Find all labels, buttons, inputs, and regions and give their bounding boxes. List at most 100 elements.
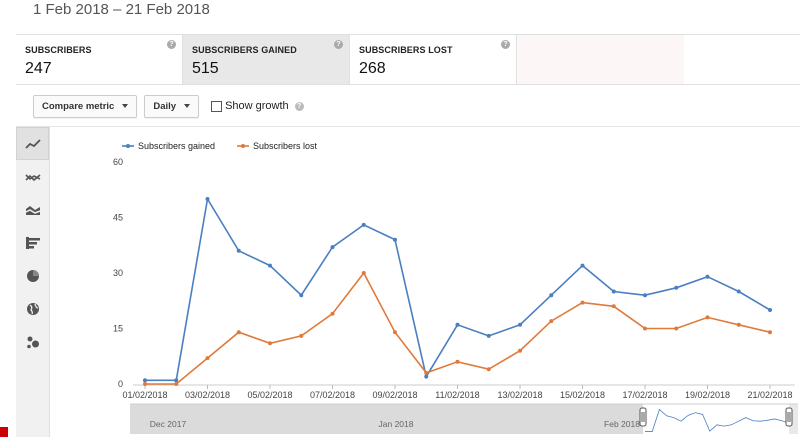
metric-tab-empty: [517, 35, 684, 84]
legend-label: Subscribers lost: [253, 141, 318, 151]
data-point: [299, 293, 304, 298]
x-tick-label: 13/02/2018: [497, 390, 542, 400]
data-point: [674, 285, 679, 290]
globe-map-icon: [26, 302, 39, 315]
data-point: [580, 300, 585, 305]
data-point: [424, 370, 429, 375]
data-point: [205, 356, 210, 361]
data-point: [549, 293, 554, 298]
help-icon[interactable]: ?: [294, 101, 304, 111]
chart-type-bar[interactable]: [16, 226, 49, 259]
data-point: [268, 263, 272, 268]
navigator-handle: [785, 407, 793, 427]
data-point: [518, 322, 522, 327]
chart-type-bubble[interactable]: [16, 325, 49, 358]
chart-type-line[interactable]: [16, 127, 49, 160]
data-point: [768, 330, 772, 335]
data-point: [486, 333, 491, 338]
data-point: [299, 333, 304, 338]
x-tick-label: 05/02/2018: [247, 390, 292, 400]
navigator-label: Feb 2018: [604, 419, 640, 429]
metric-value: 268: [359, 60, 386, 77]
red-edge-mark: [0, 427, 8, 437]
metric-tab-subscribers[interactable]: SUBSCRIBERS 247 ?: [16, 35, 183, 84]
help-icon[interactable]: ?: [167, 40, 176, 49]
y-tick-label: 15: [113, 324, 123, 334]
navigator-label: Jan 2018: [379, 419, 414, 429]
bubble-chart-icon: [26, 336, 39, 348]
y-tick-label: 30: [113, 268, 123, 278]
subscribers-line-chart: 0 15 30 45 60 01/02/2018 03/02/2018 05/02/2018 0…: [113, 141, 798, 434]
data-point: [393, 237, 397, 242]
data-point: [361, 222, 366, 227]
chart-type-map[interactable]: [16, 292, 49, 325]
chevron-down-icon: [122, 104, 129, 108]
data-point: [205, 197, 210, 201]
metric-tabs: SUBSCRIBERS 247 ? SUBSCRIBERS GAINED 515…: [16, 34, 800, 85]
navigator-handle: [639, 407, 647, 427]
y-tick-label: 45: [113, 213, 123, 223]
compare-metric-dropdown[interactable]: Compare metric: [33, 94, 138, 118]
legend-label: Subscribers gained: [138, 141, 215, 151]
multi-line-chart-icon: [24, 173, 41, 181]
data-point: [643, 293, 647, 298]
data-point: [174, 378, 179, 383]
navigator-sparkline: [645, 408, 790, 432]
metric-tab-subscribers-lost[interactable]: SUBSCRIBERS LOST 268 ?: [350, 35, 517, 84]
x-tick-label: 17/02/2018: [622, 390, 667, 400]
x-tick-label: 09/02/2018: [372, 390, 417, 400]
metric-label: SUBSCRIBERS GAINED: [192, 45, 297, 55]
data-point: [236, 330, 241, 335]
data-point: [705, 274, 710, 279]
metric-value: 515: [192, 60, 219, 77]
data-point: [705, 315, 710, 320]
date-range[interactable]: 1 Feb 2018 – 21 Feb 2018: [33, 1, 210, 18]
period-label: Daily: [153, 100, 177, 112]
show-growth-toggle[interactable]: Show growth ?: [211, 100, 304, 112]
data-point: [486, 367, 491, 372]
navigator-window: [643, 404, 789, 434]
legend-swatch-dot: [241, 144, 245, 148]
data-point: [455, 359, 460, 364]
data-point: [361, 271, 366, 275]
x-tick-label: 01/02/2018: [122, 390, 167, 400]
chart-type-sidebar: [16, 127, 50, 437]
pie-chart-icon: [26, 269, 39, 282]
y-tick-label: 0: [118, 379, 123, 389]
compare-metric-label: Compare metric: [42, 100, 115, 112]
data-point: [580, 263, 585, 268]
data-point: [611, 289, 616, 294]
data-point: [736, 322, 741, 327]
help-icon[interactable]: ?: [501, 40, 510, 49]
metric-tab-subscribers-gained[interactable]: SUBSCRIBERS GAINED 515 ?: [183, 35, 350, 84]
chart-toolbar: Compare metric Daily Show growth ?: [33, 94, 304, 118]
y-tick-label: 60: [113, 157, 123, 167]
navigator-mask: [130, 404, 643, 434]
data-point: [424, 374, 429, 379]
data-point: [455, 322, 460, 327]
show-growth-checkbox[interactable]: [211, 100, 223, 112]
chart-type-pie[interactable]: [16, 259, 49, 292]
x-tick-label: 21/02/2018: [747, 390, 792, 400]
data-point: [768, 308, 772, 312]
bar-chart-icon: [25, 236, 40, 249]
data-point: [268, 341, 272, 346]
period-dropdown[interactable]: Daily: [144, 94, 200, 118]
data-point: [236, 248, 241, 253]
legend-swatch-dot: [126, 144, 130, 148]
data-point: [174, 382, 179, 386]
navigator-label: Dec 2017: [150, 419, 187, 429]
data-point: [143, 378, 147, 383]
data-point: [736, 289, 741, 294]
data-point: [611, 304, 616, 309]
help-icon[interactable]: ?: [334, 40, 343, 49]
x-tick-label: 19/02/2018: [685, 390, 730, 400]
data-point: [143, 382, 147, 386]
x-tick-label: 15/02/2018: [560, 390, 605, 400]
stacked-area-chart-icon: [25, 205, 40, 215]
x-tick-label: 07/02/2018: [310, 390, 355, 400]
chart-type-stacked-area[interactable]: [16, 193, 49, 226]
metric-label: SUBSCRIBERS LOST: [359, 45, 453, 55]
chart-type-multi-line[interactable]: [16, 160, 49, 193]
